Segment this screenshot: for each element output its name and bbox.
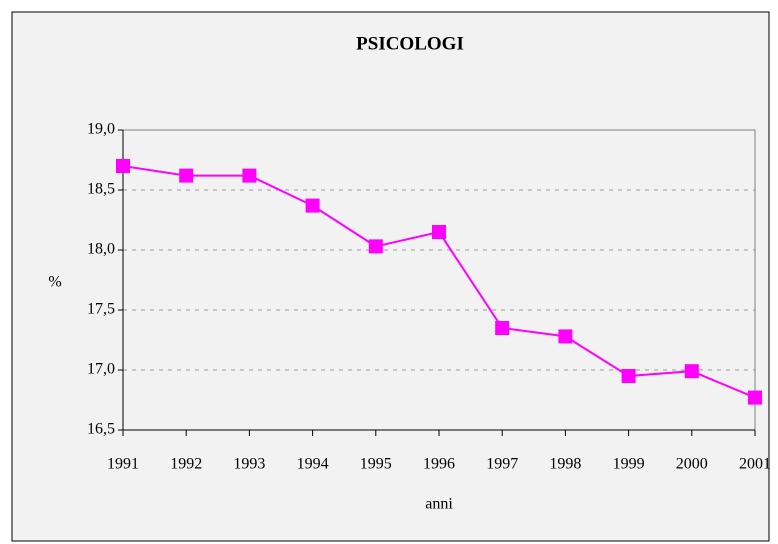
data-marker [684, 364, 699, 379]
x-tick-label: 2001 [739, 456, 771, 473]
chart-title: PSICOLOGI [356, 33, 464, 54]
data-marker [748, 390, 762, 405]
data-marker [305, 198, 320, 213]
plot-area [123, 130, 755, 430]
data-marker [495, 321, 510, 335]
x-tick-label: 1992 [170, 456, 202, 473]
data-marker [179, 168, 194, 183]
y-tick-label: 19,0 [87, 121, 115, 138]
y-tick-label: 16,5 [87, 421, 115, 438]
y-axis-label: % [48, 274, 61, 291]
x-tick-label: 1994 [297, 456, 329, 473]
x-tick-label: 1997 [486, 456, 518, 473]
y-tick-label: 18,5 [87, 181, 115, 198]
x-tick-label: 1993 [233, 456, 265, 473]
data-marker [432, 225, 446, 239]
x-tick-label: 1995 [360, 456, 392, 473]
x-tick-label: 1999 [613, 456, 645, 473]
data-marker [621, 369, 636, 383]
y-tick-label: 17,0 [87, 361, 115, 378]
x-tick-label: 1991 [107, 456, 139, 473]
y-tick-label: 18,0 [87, 241, 115, 258]
data-marker [116, 159, 130, 173]
data-marker [242, 168, 257, 183]
x-axis-label: anni [425, 496, 453, 513]
data-marker [368, 239, 383, 254]
x-tick-label: 2000 [676, 456, 708, 473]
data-marker [558, 329, 573, 344]
y-tick-label: 17,5 [87, 301, 115, 318]
x-tick-label: 1996 [423, 456, 455, 473]
x-tick-label: 1998 [549, 456, 581, 473]
